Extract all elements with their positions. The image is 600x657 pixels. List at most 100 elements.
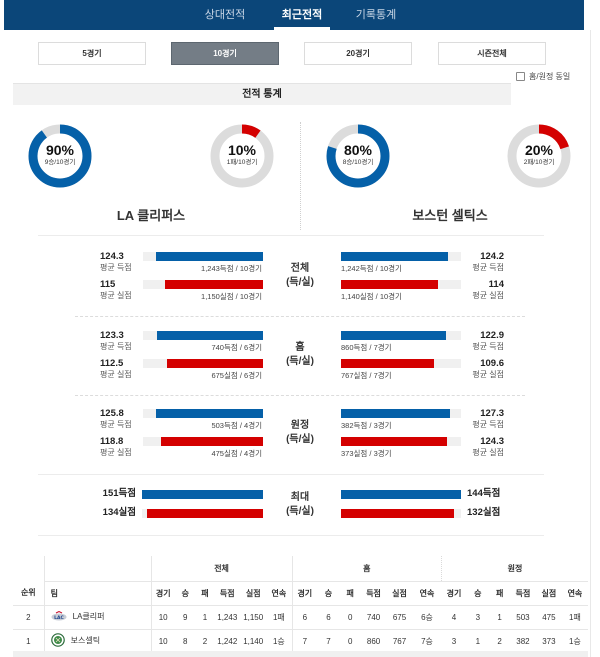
home-streak: 6승 bbox=[412, 605, 442, 630]
rank: 2 bbox=[13, 605, 45, 630]
loss-rate-ring-icon bbox=[210, 124, 274, 188]
left-avg-allowed-label: 평균 실점 bbox=[100, 370, 132, 379]
table-row: 2 LAC LA클리퍼 10 9 1 1,243 1,150 1패 6 6 0 … bbox=[13, 605, 588, 630]
right-avg-allowed: 124.3 bbox=[480, 436, 504, 447]
total-wins: 9 bbox=[174, 605, 196, 630]
win-rate-ring-icon bbox=[28, 124, 92, 188]
period-5-games-button[interactable]: 5경기 bbox=[38, 42, 146, 65]
right-allowed-bar-track bbox=[341, 359, 461, 368]
left-avg-scored-label: 평균 득점 bbox=[100, 263, 132, 272]
left-allowed-bar-track bbox=[143, 280, 263, 289]
left-scored-caption: 503득점 / 4경기 bbox=[211, 421, 262, 430]
away-streak: 1패 bbox=[561, 605, 588, 630]
col-losses: 패 bbox=[195, 581, 215, 606]
left-max-allowed-bar bbox=[147, 509, 263, 518]
right-max-allowed: 132실점 bbox=[467, 507, 501, 518]
same-home-away-option[interactable]: 홈/원정 동일 bbox=[516, 70, 570, 82]
period-20-games-button[interactable]: 20경기 bbox=[304, 42, 412, 65]
tab-record-stats[interactable]: 기록통계 bbox=[355, 9, 397, 21]
clippers-loss-donut: 10% 1패/10경기 bbox=[210, 124, 274, 188]
right-scored-caption: 382득점 / 3경기 bbox=[341, 421, 392, 430]
win-count: 9승/10경기 bbox=[44, 159, 76, 166]
right-max-scored-bar-track bbox=[341, 490, 461, 499]
group-label-sub: (득/실) bbox=[286, 506, 314, 517]
celtics-win-donut: 80% 8승/10경기 bbox=[326, 124, 390, 188]
team-name[interactable]: 보스셀틱 bbox=[70, 636, 101, 646]
table-footer bbox=[13, 651, 588, 657]
col-games: 경기 bbox=[291, 581, 318, 606]
left-scored-bar bbox=[156, 252, 263, 261]
left-scored-bar bbox=[156, 409, 263, 418]
left-max-scored: 151득점 bbox=[102, 488, 136, 499]
section-title: 전적 통계 bbox=[13, 83, 511, 105]
right-avg-scored-label: 평균 득점 bbox=[472, 420, 504, 429]
left-avg-allowed-label: 평균 실점 bbox=[100, 448, 132, 457]
loss-percent: 20% bbox=[524, 142, 554, 158]
win-count: 8승/10경기 bbox=[342, 159, 374, 166]
col-games: 경기 bbox=[441, 581, 467, 606]
table-row: 1 보스셀틱 10 8 2 1,242 1,140 1승 7 7 0 860 7… bbox=[13, 629, 588, 654]
team-cell: 보스셀틱 bbox=[43, 629, 152, 654]
col-streak: 연속 bbox=[561, 581, 588, 606]
period-season-button[interactable]: 시즌전체 bbox=[438, 42, 546, 65]
col-wins: 승 bbox=[466, 581, 490, 606]
right-avg-scored: 122.9 bbox=[480, 330, 504, 341]
home-allowed: 767 bbox=[386, 629, 413, 654]
total-games: 10 bbox=[150, 629, 175, 654]
left-scored-bar bbox=[157, 331, 263, 340]
left-allowed-bar bbox=[161, 437, 263, 446]
rank: 1 bbox=[13, 629, 45, 654]
col-rank: 순위 bbox=[13, 581, 45, 606]
left-scored-caption: 740득점 / 6경기 bbox=[211, 343, 262, 352]
stats-top-divider bbox=[38, 235, 544, 236]
stats-bottom-divider bbox=[38, 535, 544, 536]
right-avg-allowed: 114 bbox=[488, 279, 504, 290]
tab-head-to-head[interactable]: 상대전적 bbox=[204, 9, 246, 21]
tab-recent-record[interactable]: 최근전적 bbox=[274, 0, 330, 30]
col-wins: 승 bbox=[174, 581, 196, 606]
away-allowed: 373 bbox=[535, 629, 562, 654]
home-wins: 7 bbox=[317, 629, 340, 654]
total-streak: 1승 bbox=[266, 629, 293, 654]
total-games: 10 bbox=[150, 605, 175, 630]
period-10-games-button[interactable]: 10경기 bbox=[171, 42, 279, 65]
col-scored: 득점 bbox=[214, 581, 241, 606]
away-allowed: 475 bbox=[535, 605, 562, 630]
left-avg-allowed: 115 bbox=[100, 279, 116, 290]
col-streak: 연속 bbox=[266, 581, 293, 606]
left-avg-scored: 124.3 bbox=[100, 251, 124, 262]
group-header-away: 원정 bbox=[441, 556, 588, 582]
left-allowed-caption: 475실점 / 4경기 bbox=[211, 449, 262, 458]
celtics-loss-donut: 20% 2패/10경기 bbox=[507, 124, 571, 188]
col-losses: 패 bbox=[489, 581, 510, 606]
group-label-main: 최대 bbox=[290, 492, 310, 503]
col-wins: 승 bbox=[317, 581, 340, 606]
right-avg-allowed-label: 평균 실점 bbox=[472, 370, 504, 379]
team-name-clippers: LA 클리퍼스 bbox=[116, 208, 186, 223]
group-label: 최대 (득/실) bbox=[276, 491, 324, 519]
group-header-home: 홈 bbox=[291, 556, 442, 582]
left-avg-scored-label: 평균 득점 bbox=[100, 342, 132, 351]
group-label-sub: (득/실) bbox=[286, 277, 314, 288]
away-losses: 2 bbox=[489, 629, 510, 654]
right-avg-allowed-label: 평균 실점 bbox=[472, 448, 504, 457]
loss-count: 2패/10경기 bbox=[523, 159, 555, 166]
right-scored-bar-track bbox=[341, 331, 461, 340]
left-allowed-caption: 675실점 / 6경기 bbox=[211, 371, 262, 380]
right-scored-bar bbox=[341, 331, 446, 340]
win-percent: 90% bbox=[45, 142, 75, 158]
right-avg-scored: 127.3 bbox=[480, 408, 504, 419]
same-home-away-checkbox[interactable] bbox=[516, 71, 525, 81]
right-max-allowed-bar bbox=[341, 509, 454, 518]
group-label: 홈 (득/실) bbox=[276, 341, 324, 369]
team-name[interactable]: LA클리퍼 bbox=[72, 612, 105, 622]
table-group-header-row: 전체 홈 원정 bbox=[13, 556, 588, 582]
group-divider bbox=[38, 474, 544, 475]
left-scored-bar-track bbox=[143, 252, 263, 261]
left-scored-caption: 1,243득점 / 10경기 bbox=[201, 264, 262, 273]
top-nav: 상대전적 최근전적 기록통계 bbox=[4, 0, 584, 30]
team-divider bbox=[300, 122, 301, 230]
right-avg-allowed: 109.6 bbox=[480, 358, 504, 369]
right-avg-scored-label: 평균 득점 bbox=[472, 263, 504, 272]
loss-count: 1패/10경기 bbox=[226, 159, 258, 166]
